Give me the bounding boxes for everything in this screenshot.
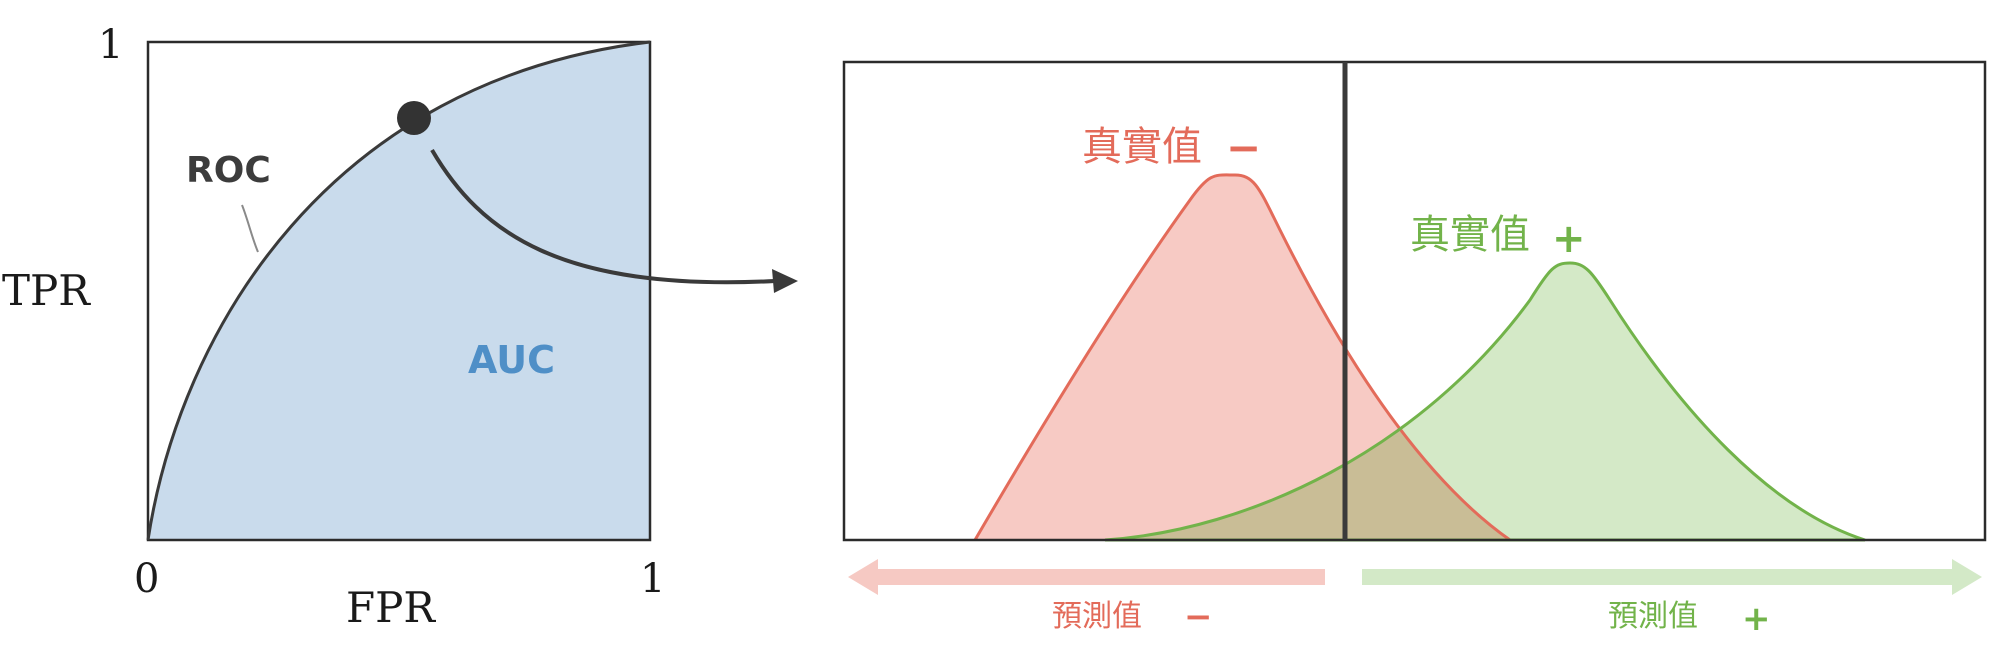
predicted-negative-arrow [848, 559, 1325, 595]
positive-distribution-fill [1105, 263, 1865, 540]
threshold-link-arrow [430, 148, 776, 285]
predicted-negative-label: 預測值 [1052, 599, 1142, 634]
auc-area [148, 42, 650, 540]
x-tick-left: 0 [134, 556, 159, 602]
negative-class-label: 真實值 [1082, 124, 1202, 170]
positive-class-sign: + [1552, 216, 1586, 262]
y-axis-label: TPR [2, 266, 91, 315]
negative-distribution-curve [973, 173, 1511, 542]
positive-distribution-curve [1104, 261, 1866, 542]
y-tick-top: 1 [98, 22, 123, 68]
threshold-link-arrowhead [772, 269, 798, 293]
predicted-positive-arrow [1362, 559, 1982, 595]
roc-curve [146, 40, 651, 541]
distribution-panel: 真實值 − 真實值 + 預測值 − 預測值 + [842, 60, 1987, 639]
positive-class-label: 真實值 [1410, 212, 1530, 258]
roc-curve-label: ROC [186, 150, 271, 191]
x-axis-label: FPR [346, 583, 436, 632]
distribution-plot-frame [842, 60, 1987, 542]
predicted-negative-sign: − [1184, 597, 1213, 637]
roc-panel: ROC AUC TPR 1 0 1 FPR [2, 22, 798, 632]
threshold-point [397, 101, 431, 135]
roc-plot-frame [146, 40, 652, 542]
x-tick-right: 1 [640, 556, 665, 602]
negative-class-sign: − [1226, 123, 1261, 172]
predicted-positive-sign: + [1742, 599, 1771, 639]
predicted-positive-label: 預測值 [1608, 599, 1698, 634]
auc-label: AUC [468, 338, 555, 382]
roc-label-leader [241, 204, 259, 253]
